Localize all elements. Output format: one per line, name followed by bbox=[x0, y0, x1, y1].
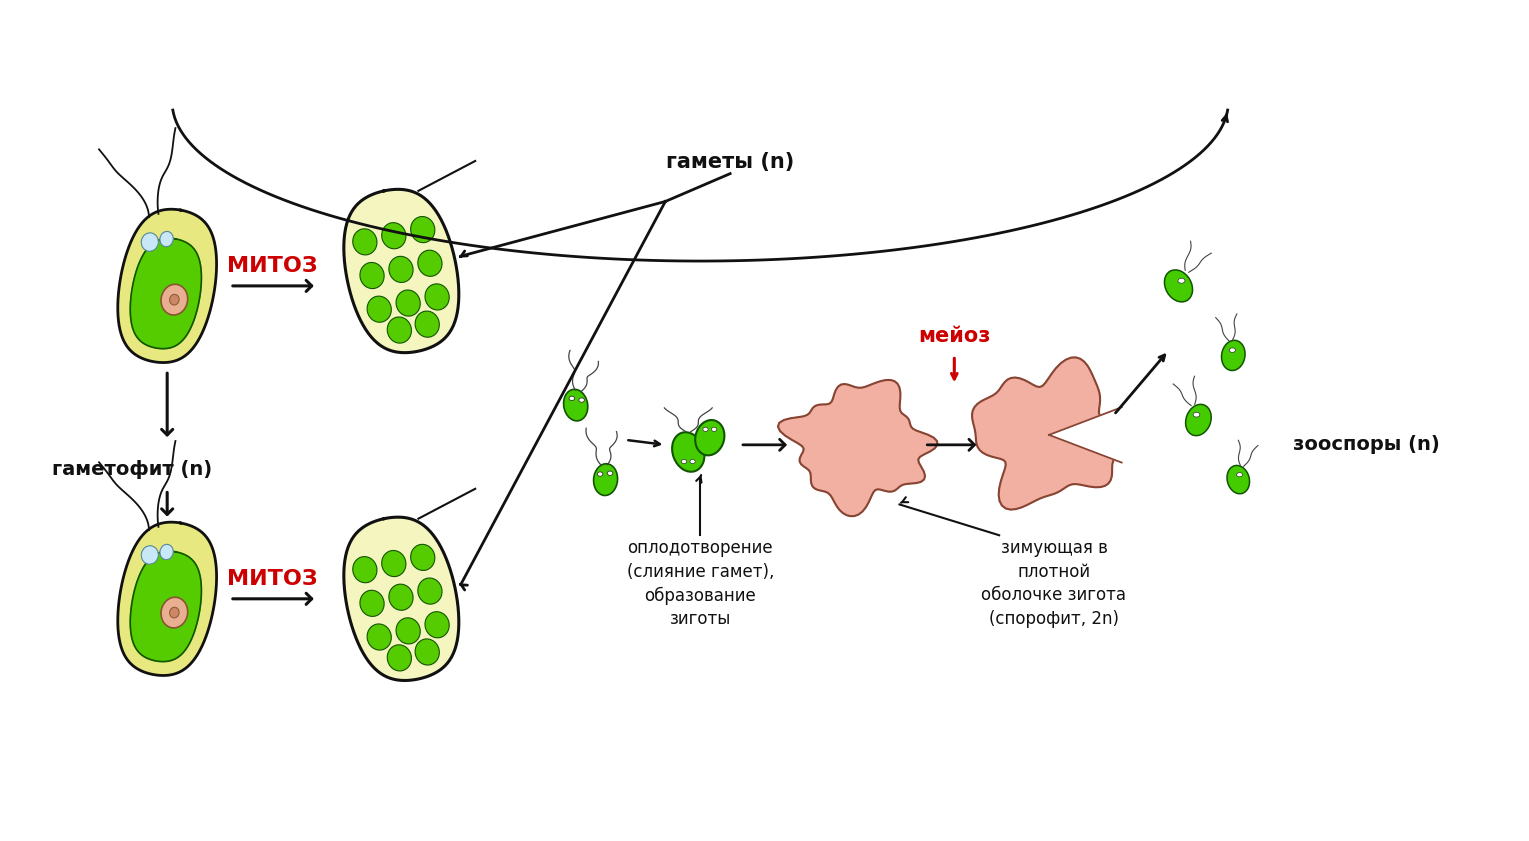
Text: оплодотворение
(слияние гамет),
образование
зиготы: оплодотворение (слияние гамет), образова… bbox=[627, 539, 774, 628]
Ellipse shape bbox=[161, 284, 188, 315]
Ellipse shape bbox=[711, 427, 717, 431]
Ellipse shape bbox=[703, 427, 708, 431]
Polygon shape bbox=[118, 522, 217, 675]
Ellipse shape bbox=[353, 229, 378, 255]
Ellipse shape bbox=[387, 317, 411, 343]
Ellipse shape bbox=[696, 420, 725, 455]
Ellipse shape bbox=[1222, 341, 1245, 371]
Ellipse shape bbox=[607, 471, 613, 475]
Ellipse shape bbox=[396, 618, 420, 644]
Polygon shape bbox=[1049, 405, 1135, 465]
Ellipse shape bbox=[569, 396, 575, 400]
Ellipse shape bbox=[141, 233, 159, 251]
Ellipse shape bbox=[414, 311, 439, 337]
Text: МИТОЗ: МИТОЗ bbox=[228, 569, 318, 589]
Ellipse shape bbox=[1177, 278, 1185, 283]
Polygon shape bbox=[778, 380, 937, 516]
Ellipse shape bbox=[170, 294, 179, 305]
Text: зооспоры (n): зооспоры (n) bbox=[1294, 436, 1440, 454]
Ellipse shape bbox=[161, 231, 173, 246]
Text: гаметофит (n): гаметофит (n) bbox=[52, 460, 213, 479]
Polygon shape bbox=[344, 517, 459, 680]
Ellipse shape bbox=[367, 296, 391, 322]
Ellipse shape bbox=[367, 624, 391, 650]
Ellipse shape bbox=[359, 590, 384, 616]
Ellipse shape bbox=[414, 639, 439, 665]
Ellipse shape bbox=[425, 611, 450, 637]
Ellipse shape bbox=[411, 544, 434, 570]
Ellipse shape bbox=[382, 551, 405, 577]
Polygon shape bbox=[130, 551, 202, 662]
Polygon shape bbox=[130, 238, 202, 349]
Ellipse shape bbox=[382, 223, 405, 249]
Ellipse shape bbox=[170, 607, 179, 618]
Ellipse shape bbox=[387, 645, 411, 671]
Ellipse shape bbox=[1229, 348, 1235, 352]
Polygon shape bbox=[344, 189, 459, 352]
Text: гаметы (n): гаметы (n) bbox=[667, 151, 794, 172]
Text: мейоз: мейоз bbox=[917, 325, 991, 346]
Ellipse shape bbox=[598, 472, 602, 476]
Polygon shape bbox=[972, 357, 1133, 510]
Ellipse shape bbox=[593, 463, 618, 495]
Ellipse shape bbox=[396, 290, 420, 316]
Ellipse shape bbox=[1165, 270, 1193, 302]
Ellipse shape bbox=[1226, 465, 1249, 494]
Text: зимующая в
плотной
оболочке зигота
(спорофит, 2n): зимующая в плотной оболочке зигота (спор… bbox=[982, 539, 1127, 628]
Ellipse shape bbox=[141, 546, 159, 564]
Ellipse shape bbox=[1193, 412, 1200, 417]
Text: МИТОЗ: МИТОЗ bbox=[228, 256, 318, 276]
Ellipse shape bbox=[417, 578, 442, 604]
Ellipse shape bbox=[690, 459, 696, 463]
Ellipse shape bbox=[1237, 473, 1243, 477]
Ellipse shape bbox=[564, 389, 587, 420]
Ellipse shape bbox=[673, 432, 705, 472]
Ellipse shape bbox=[161, 597, 188, 628]
Ellipse shape bbox=[425, 284, 450, 310]
Ellipse shape bbox=[359, 262, 384, 288]
Ellipse shape bbox=[388, 257, 413, 283]
Ellipse shape bbox=[417, 250, 442, 277]
Ellipse shape bbox=[579, 398, 584, 402]
Ellipse shape bbox=[1185, 405, 1211, 436]
Polygon shape bbox=[118, 209, 217, 362]
Ellipse shape bbox=[161, 544, 173, 559]
Ellipse shape bbox=[353, 557, 378, 583]
Ellipse shape bbox=[411, 216, 434, 243]
Ellipse shape bbox=[388, 584, 413, 611]
Ellipse shape bbox=[682, 459, 687, 463]
